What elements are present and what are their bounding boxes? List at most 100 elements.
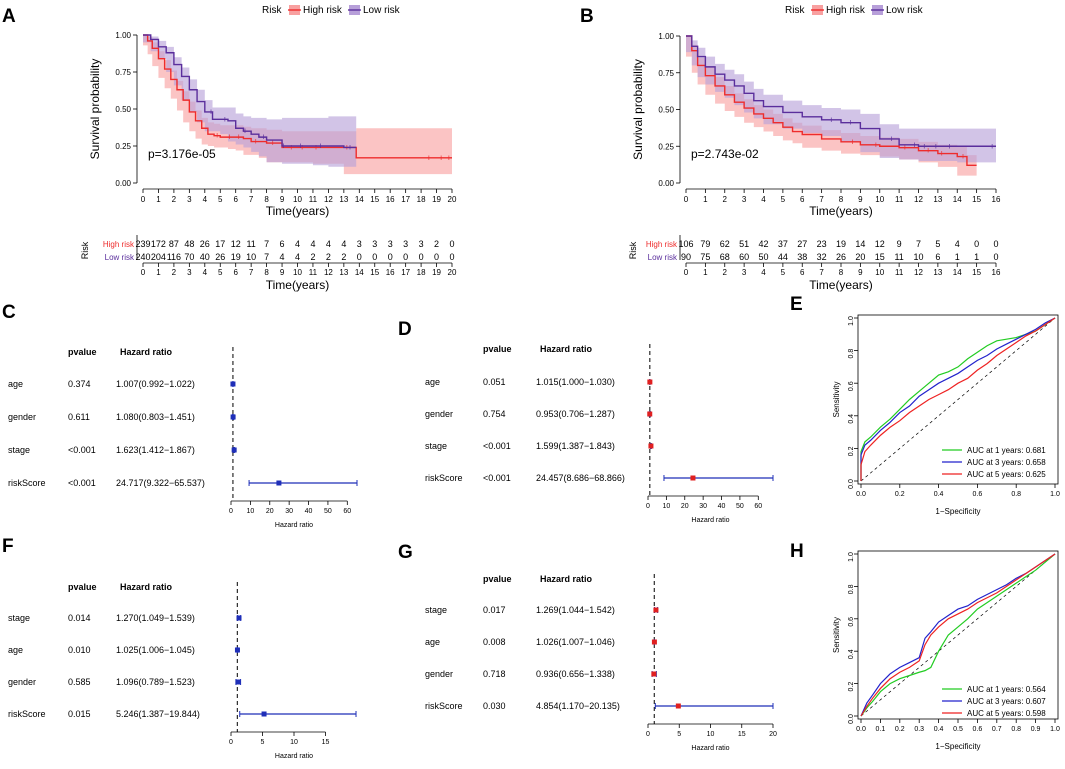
x-tick-label: 15 [972,195,981,204]
risk-count: 6 [280,239,285,249]
forest-point [690,475,696,481]
risk-count: 7 [264,252,269,262]
risk-count: 0 [434,252,439,262]
forest-pvalue: 0.051 [483,377,506,387]
forest-header-hazard-ratio: Hazard ratio [540,574,593,584]
y-tick-label: 0.8 [848,349,855,359]
x-tick-label: 6 [233,195,238,204]
panel-h: H 0.0 0.2 0.4 0.6 0.8 1.0 0.0 0.1 0.2 0.3 0.4 0.5 0.6… [790,541,1060,751]
x-tick-label: 0.4 [934,726,944,733]
roc-legend-entry: AUC at 5 years: 0.625 [967,470,1046,479]
censor-mark: + [889,134,894,144]
censor-mark: + [439,153,444,163]
roc-legend-entry: AUC at 5 years: 0.598 [967,709,1046,718]
risk-count: 62 [720,239,730,249]
roc-legend-entry: AUC at 1 years: 0.681 [967,446,1046,455]
y-tick-label: 0.0 [848,714,855,724]
risk-row-label: Low risk [105,253,135,262]
forest-hr-text: 24.717(9.322−65.537) [116,478,205,488]
x-tick-label: 11 [895,268,904,277]
risk-count: 4 [341,239,346,249]
forest-point [261,711,267,717]
risk-count: 60 [739,252,749,262]
risk-row-label: Low risk [648,253,678,262]
x-tick-label: 8 [264,195,269,204]
y-tick-label: 0.75 [115,68,131,77]
risk-count: 5 [935,239,940,249]
roc-curve-2 [860,553,1056,717]
forest-variable-name: riskScore [8,478,46,488]
x-tick-label: 0.0 [856,491,866,498]
forest-point [235,679,241,685]
roc-curve-2 [860,317,1056,481]
risk-count: 1 [974,252,979,262]
x-tick-label: 40 [305,508,313,515]
x-axis-label: Time(years) [809,204,873,218]
x-tick-label: 0 [229,508,233,515]
x-tick-label: 19 [432,195,441,204]
x-tick-label: 12 [914,195,923,204]
x-tick-label: 5 [781,268,786,277]
forest-pvalue: 0.585 [68,677,91,687]
censor-mark: + [318,141,323,151]
x-tick-label: 4 [761,195,766,204]
censor-mark: + [426,153,431,163]
x-tick-label: 3 [742,195,747,204]
x-tick-label: 8 [839,268,844,277]
forest-variable-name: riskScore [425,701,463,711]
censor-mark: + [848,118,853,128]
x-tick-label: 3 [187,268,192,277]
risk-count: 12 [875,239,885,249]
x-tick-label: 1.0 [1050,726,1060,733]
forest-point [230,414,236,420]
forest-x-axis-label: Hazard ratio [691,745,729,752]
x-tick-label: 20 [266,508,274,515]
x-tick-label: 2 [172,268,177,277]
roc-diagonal [860,317,1056,482]
forest-point [675,703,681,709]
forest-pvalue: 0.010 [68,645,91,655]
forest-point [276,480,282,486]
forest-point [230,381,236,387]
risk-count: 32 [817,252,827,262]
legend-entry: High risk [826,5,866,16]
x-tick-label: 40 [718,503,726,510]
forest-variable-name: age [8,645,23,655]
y-tick-label: 0.4 [848,414,855,424]
x-tick-label: 15 [972,268,981,277]
y-tick-label: 0.25 [115,142,131,151]
risk-count: 19 [231,252,241,262]
x-tick-label: 6 [233,268,238,277]
x-tick-label: 15 [322,739,330,746]
legend-entry: Low risk [886,5,924,16]
forest-hr-text: 1.007(0.992−1.022) [116,379,195,389]
p-value: p=2.743e-02 [691,147,759,161]
x-tick-label: 0 [684,268,689,277]
x-tick-label: 14 [953,195,962,204]
x-tick-label: 20 [448,268,457,277]
forest-variable-name: gender [8,412,36,422]
x-tick-label: 20 [448,195,457,204]
risk-count: 9 [897,239,902,249]
forest-point [651,671,657,677]
censor-mark: + [227,132,232,142]
y-axis-label: Survival probability [88,59,102,160]
panel-label-e: E [790,294,803,315]
x-tick-label: 11 [309,268,318,277]
risk-count: 2 [326,252,331,262]
risk-count: 10 [913,252,923,262]
censor-mark: + [289,142,294,152]
risk-count: 0 [419,252,424,262]
risk-count: 15 [875,252,885,262]
forest-point [236,615,242,621]
roc-curve-3 [860,553,1056,717]
y-tick-label: 0.50 [658,106,674,115]
risk-count: 14 [855,239,865,249]
censor-mark: + [298,141,303,151]
panel-a: A Risk High risk Low risk+ + + + + + + + ++ + ++++++ +… [2,5,457,292]
y-tick-label: 1.00 [658,32,674,41]
risk-count: 4 [280,252,285,262]
forest-variable-name: age [425,377,440,387]
